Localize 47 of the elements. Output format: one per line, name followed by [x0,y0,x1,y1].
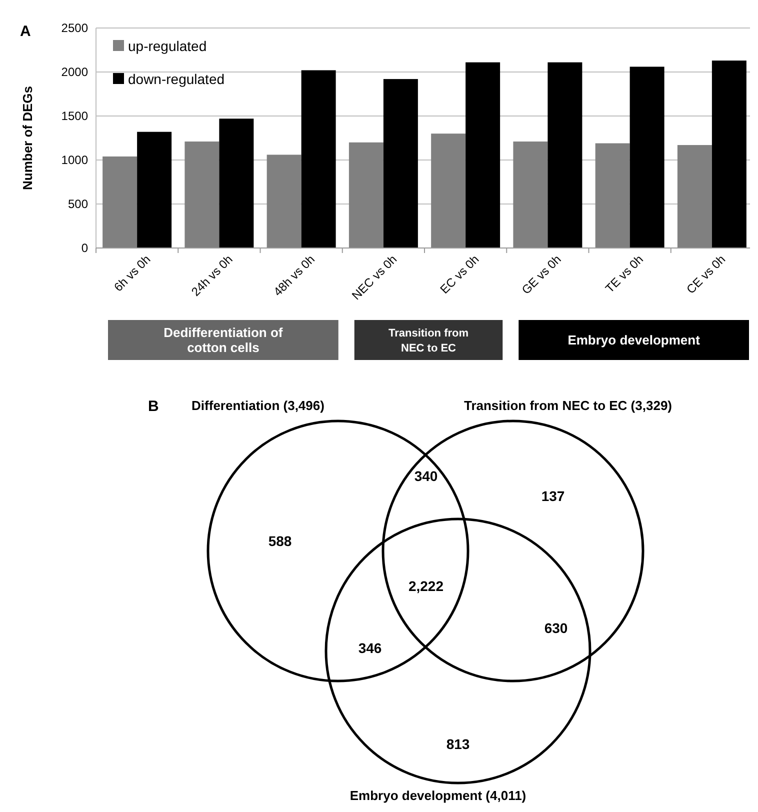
y-tick-label: 1000 [61,153,88,168]
text: 630 [544,620,568,636]
bar [595,143,630,248]
category-label: Embryo development (4,011) [350,788,526,803]
bar [219,118,254,248]
y-axis-title: Number of DEGs [20,86,35,190]
legend-label: up-regulated [128,38,207,54]
bar [184,142,220,248]
y-tick-label: 500 [68,197,88,212]
legend-label: down-regulated [128,70,225,87]
bar [548,62,582,248]
bar [677,145,712,248]
text: 346 [358,640,382,656]
bar [348,142,384,248]
bar [630,66,664,248]
x-tick-label: GE vs 0h [519,252,564,298]
x-tick-label: 24h vs 0h [188,252,236,299]
bar [431,134,466,248]
x-tick-label: CE vs 0h [684,252,728,297]
text: B [148,398,159,415]
text: 813 [446,736,470,752]
text: 340 [414,468,438,484]
bar [513,142,548,248]
text: A [20,23,31,40]
bar [466,62,500,248]
x-tick-label: EC vs 0h [437,252,482,297]
category-label: Differentiation (3,496) [192,398,324,413]
bar [301,70,336,248]
text: 2,222 [408,578,444,594]
x-tick-label: TE vs 0h [602,252,646,296]
bar [266,154,302,248]
y-tick-label: 2500 [61,21,88,36]
x-tick-label: 6h vs 0h [111,252,154,294]
text: Dedifferentiation of cotton cells [164,325,284,356]
bar [712,60,746,248]
text: Transition from NEC to EC [388,327,469,354]
text: 588 [268,532,292,549]
text: 137 [541,488,565,504]
y-tick-label: 0 [81,241,88,256]
y-tick-label: 1500 [61,109,88,124]
y-tick-label: 2000 [61,65,88,80]
category-label: Transition from NEC to EC (3,329) [464,398,672,413]
bar [137,132,172,248]
x-tick-label: 48h vs 0h [270,252,318,299]
text: Embryo development [568,332,701,348]
bar [102,156,138,248]
bar [383,79,418,248]
